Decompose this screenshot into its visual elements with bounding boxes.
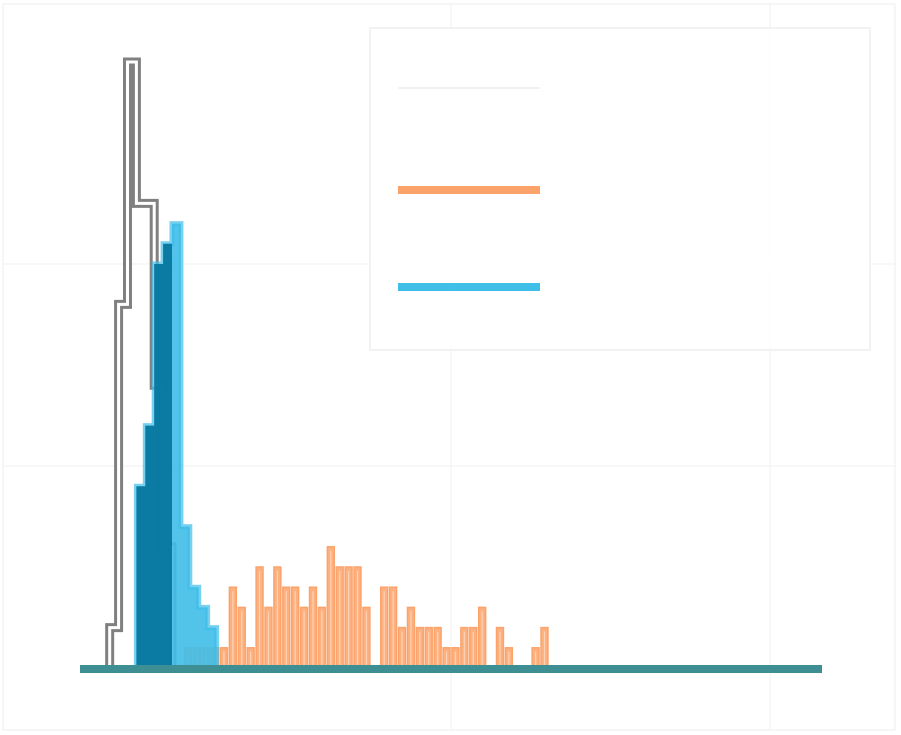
plot-frame [2,3,896,731]
series-bars [184,546,549,669]
series-layer [105,57,549,669]
series-filled-step [133,221,220,668]
overlap-dark-area [136,243,173,668]
legend [369,27,871,351]
